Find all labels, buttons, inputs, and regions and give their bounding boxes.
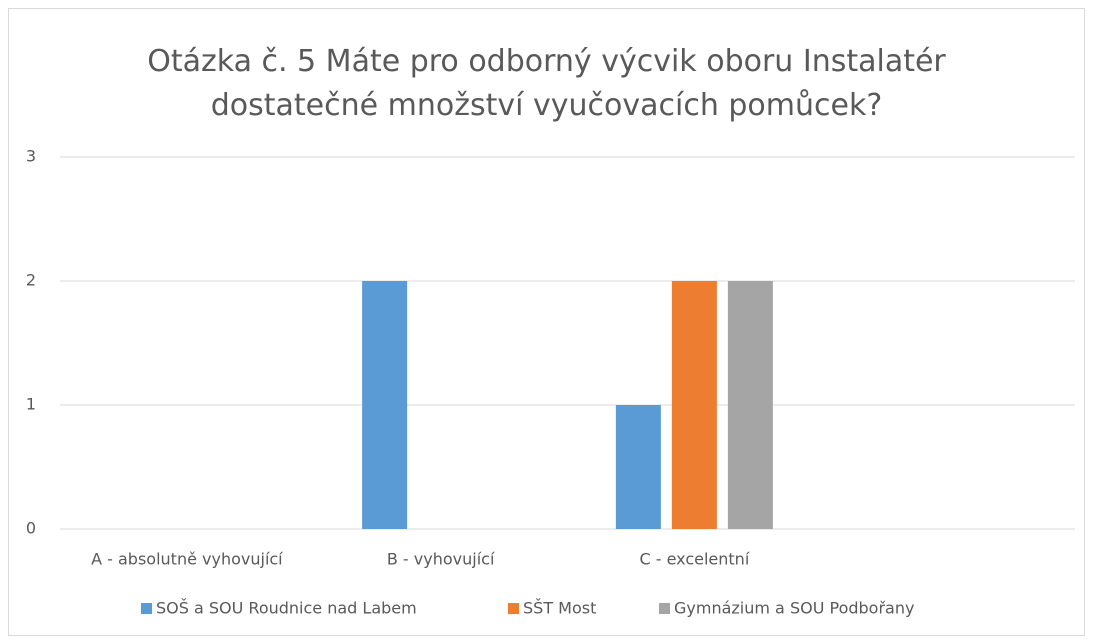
y-tick-label: 1 — [26, 395, 36, 414]
legend-label: SOŠ a SOU Roudnice nad Labem — [156, 599, 417, 618]
bar — [362, 281, 408, 529]
legend-swatch — [508, 603, 519, 614]
legend-swatch — [659, 603, 670, 614]
y-tick-label: 0 — [26, 519, 36, 538]
bar — [615, 405, 661, 529]
chart-border — [8, 8, 1085, 636]
y-tick-label: 2 — [26, 271, 36, 290]
legend-label: SŠT Most — [523, 599, 596, 618]
x-tick-label: C - excelentní — [639, 550, 749, 569]
x-tick-label: B - vyhovující — [387, 550, 495, 569]
chart-title: Otázka č. 5 Máte pro odborný výcvik obor… — [147, 44, 946, 123]
legend-swatch — [141, 603, 152, 614]
bar — [727, 281, 773, 529]
x-tick-label: A - absolutně vyhovující — [91, 550, 283, 569]
legend-label: Gymnázium a SOU Podbořany — [674, 599, 914, 618]
bar — [671, 281, 717, 529]
y-tick-label: 3 — [26, 147, 36, 166]
